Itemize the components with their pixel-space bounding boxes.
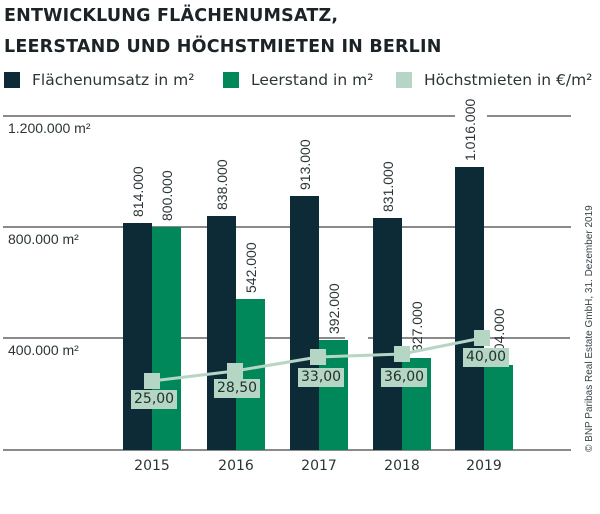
copyright-credit: © BNP Paribas Real Estate GmbH, 31. Deze… bbox=[584, 205, 595, 452]
legend-label: Leerstand in m² bbox=[251, 71, 374, 89]
hoechstmieten-value-label: 28,50 bbox=[214, 379, 261, 398]
x-axis-tick-label: 2019 bbox=[466, 458, 502, 474]
gridline bbox=[487, 115, 571, 117]
legend: Flächenumsatz in m² Leerstand in m² Höch… bbox=[0, 70, 600, 92]
hoechstmieten-value-label: 33,00 bbox=[298, 368, 345, 387]
chart-title-line-2: LEERSTAND UND HÖCHSTMIETEN IN BERLIN bbox=[4, 37, 442, 57]
hoechstmieten-value-label: 25,00 bbox=[131, 390, 178, 409]
legend-item-leerstand: Leerstand in m² bbox=[223, 70, 373, 90]
chart-title-line-1: ENTWICKLUNG FLÄCHENUMSATZ, bbox=[4, 6, 339, 26]
bar-flaechenumsatz bbox=[123, 223, 152, 450]
gridline bbox=[490, 337, 570, 339]
bar-flaechenumsatz bbox=[373, 218, 402, 450]
bar-flaechenumsatz bbox=[207, 216, 236, 450]
hoechstmieten-marker bbox=[474, 330, 490, 346]
x-axis-tick-label: 2016 bbox=[218, 458, 254, 474]
hoechstmieten-marker bbox=[227, 363, 243, 379]
x-axis-tick-label: 2015 bbox=[134, 458, 170, 474]
hoechstmieten-marker bbox=[310, 349, 326, 365]
hoechstmieten-marker bbox=[144, 373, 160, 389]
y-axis-tick-label: 400.000 m² bbox=[8, 342, 79, 358]
x-axis-baseline bbox=[3, 449, 571, 451]
gridline bbox=[368, 337, 455, 339]
hoechstmieten-value-label: 36,00 bbox=[381, 368, 428, 387]
legend-label: Flächenumsatz in m² bbox=[32, 71, 195, 89]
bar-leerstand bbox=[484, 364, 513, 450]
hoechstmieten-value-label: 40,00 bbox=[463, 348, 510, 367]
bar-flaechenumsatz bbox=[290, 195, 319, 450]
gridline bbox=[3, 115, 455, 117]
bar-leerstand bbox=[152, 227, 181, 450]
gridline bbox=[3, 226, 571, 228]
y-axis-tick-label: 1.200.000 m² bbox=[8, 120, 91, 136]
legend-item-hoechstmieten: Höchstmieten in €/m² bbox=[396, 70, 592, 90]
legend-square-icon bbox=[396, 72, 412, 88]
y-axis-tick-label: 800.000 m² bbox=[8, 231, 79, 247]
hoechstmieten-marker bbox=[394, 346, 410, 362]
x-axis-tick-label: 2018 bbox=[384, 458, 420, 474]
legend-item-flaechenumsatz: Flächenumsatz in m² bbox=[4, 70, 194, 90]
bar-flaechenumsatz bbox=[455, 167, 484, 450]
x-axis-tick-label: 2017 bbox=[301, 458, 337, 474]
legend-label: Höchstmieten in €/m² bbox=[424, 71, 593, 89]
legend-square-icon bbox=[4, 72, 20, 88]
legend-square-icon bbox=[223, 72, 239, 88]
